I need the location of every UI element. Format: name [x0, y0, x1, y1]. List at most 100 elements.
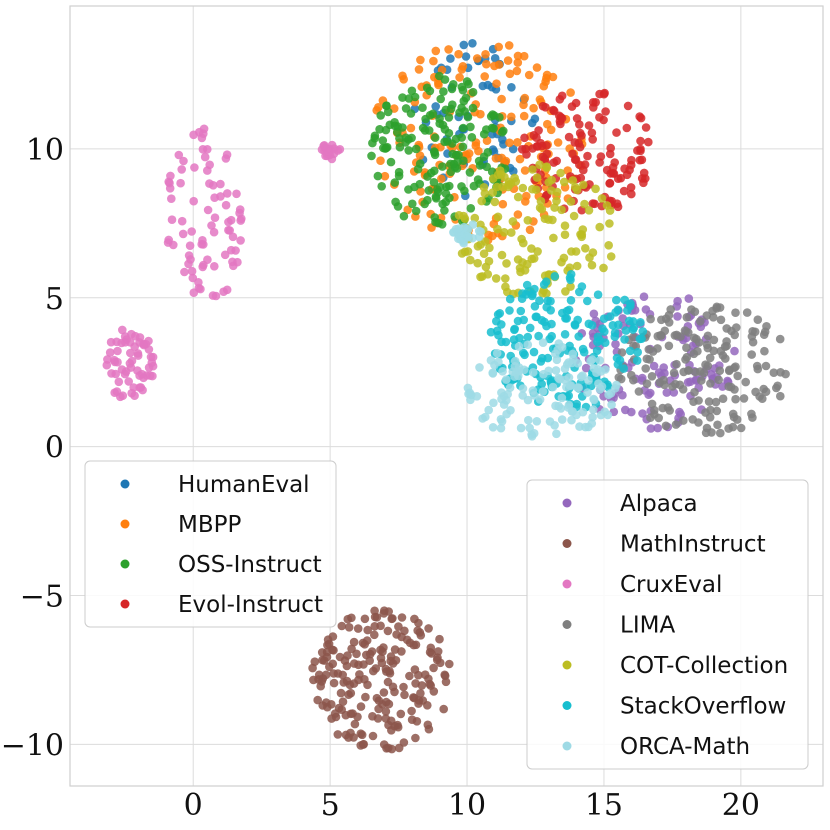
point-alpaca	[662, 388, 672, 397]
point-cot-collection	[536, 196, 546, 206]
point-mbpp	[431, 46, 441, 56]
point-mathinstruct	[349, 637, 359, 647]
point-cot-collection	[528, 165, 537, 174]
point-mbpp	[513, 58, 523, 67]
point-cot-collection	[559, 253, 569, 263]
point-orca-math	[488, 368, 498, 378]
legend-marker	[120, 519, 130, 529]
point-cot-collection	[518, 183, 528, 193]
point-mbpp	[525, 225, 535, 235]
point-cruxeval	[136, 383, 146, 392]
point-oss-instruct	[398, 93, 407, 102]
point-mathinstruct	[441, 677, 451, 687]
point-humaneval	[461, 52, 471, 61]
point-stackoverflow	[632, 356, 642, 365]
y-tick-label: −5	[20, 579, 64, 614]
point-mbpp	[494, 42, 504, 52]
point-oss-instruct	[382, 142, 392, 152]
point-cot-collection	[572, 185, 582, 195]
point-oss-instruct	[455, 108, 464, 117]
point-oss-instruct	[410, 182, 419, 192]
point-mbpp	[505, 69, 515, 79]
point-orca-math	[551, 401, 560, 411]
point-cruxeval	[210, 213, 220, 222]
point-mbpp	[497, 94, 506, 104]
point-mathinstruct	[352, 649, 361, 659]
legend-marker	[562, 660, 572, 670]
point-orca-math	[510, 356, 520, 366]
point-oss-instruct	[423, 195, 432, 205]
point-orca-math	[548, 382, 558, 392]
point-mathinstruct	[321, 670, 331, 680]
point-evol-instruct	[599, 89, 609, 99]
point-mathinstruct	[391, 656, 401, 665]
point-orca-math	[588, 412, 597, 422]
point-cot-collection	[585, 253, 594, 262]
point-lima	[679, 367, 688, 377]
point-cot-collection	[580, 199, 589, 209]
point-lima	[705, 353, 715, 363]
point-stackoverflow	[523, 332, 533, 342]
point-oss-instruct	[439, 87, 448, 96]
point-lima	[663, 403, 673, 412]
point-alpaca	[673, 312, 682, 321]
point-stackoverflow	[546, 306, 555, 315]
point-mbpp	[414, 65, 424, 74]
point-oss-instruct	[474, 156, 484, 166]
point-mbpp	[520, 166, 530, 175]
point-mathinstruct	[383, 626, 393, 636]
point-orca-math	[564, 400, 574, 410]
point-orca-math	[449, 228, 458, 237]
point-oss-instruct	[437, 220, 447, 229]
point-oss-instruct	[430, 166, 439, 176]
point-cruxeval	[232, 189, 241, 199]
legends: HumanEval MBPP OSS-Instruct Evol-Instruct Al…	[84, 460, 809, 770]
point-lima	[656, 331, 665, 340]
point-oss-instruct	[482, 162, 492, 172]
point-evol-instruct	[520, 133, 529, 143]
point-stackoverflow	[605, 312, 615, 321]
point-stackoverflow	[625, 346, 635, 356]
point-mbpp	[455, 73, 464, 82]
point-mbpp	[482, 59, 491, 69]
point-cruxeval	[205, 179, 214, 188]
point-mathinstruct	[320, 656, 329, 665]
point-orca-math	[595, 356, 604, 365]
point-mathinstruct	[399, 682, 408, 692]
point-mathinstruct	[417, 681, 427, 690]
point-alpaca	[589, 309, 599, 319]
point-oss-instruct	[381, 125, 391, 135]
point-orca-math	[463, 225, 473, 235]
point-cot-collection	[605, 219, 614, 228]
point-mathinstruct	[387, 744, 397, 754]
point-mathinstruct	[416, 689, 425, 698]
point-orca-math	[581, 422, 590, 432]
point-lima	[716, 346, 726, 356]
y-tick-label: 5	[45, 282, 64, 317]
point-humaneval	[431, 102, 441, 111]
point-humaneval	[507, 83, 516, 92]
point-mbpp	[458, 62, 468, 71]
point-oss-instruct	[408, 199, 417, 209]
point-cot-collection	[513, 255, 523, 264]
point-mathinstruct	[414, 670, 423, 680]
point-stackoverflow	[572, 399, 581, 409]
point-cruxeval	[226, 215, 236, 225]
point-cot-collection	[484, 256, 494, 266]
point-mathinstruct	[393, 720, 402, 730]
point-oss-instruct	[479, 129, 489, 139]
legend-label: LIMA	[620, 613, 675, 639]
point-lima	[704, 397, 714, 406]
point-lima	[709, 313, 718, 322]
point-cot-collection	[501, 282, 510, 292]
point-mbpp	[399, 75, 409, 84]
point-mathinstruct	[310, 657, 320, 666]
point-cot-collection	[535, 160, 544, 169]
point-mathinstruct	[433, 653, 442, 662]
point-stackoverflow	[535, 296, 544, 306]
point-lima	[716, 315, 726, 325]
point-humaneval	[508, 144, 518, 154]
point-mathinstruct	[359, 660, 368, 669]
point-cruxeval	[113, 357, 122, 367]
point-mathinstruct	[353, 624, 363, 633]
